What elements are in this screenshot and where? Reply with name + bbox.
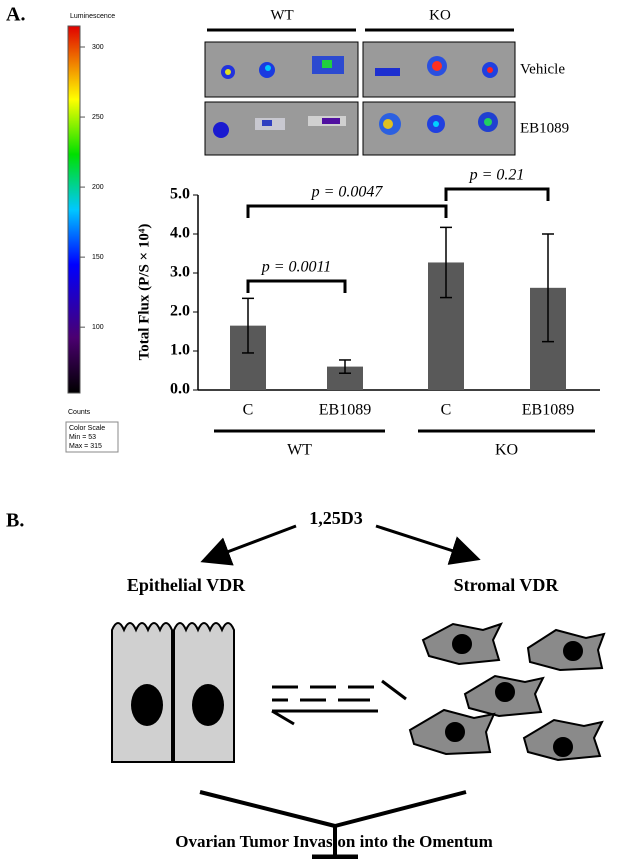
- colorbar-tick-label: 200: [92, 184, 104, 191]
- arrow: [375, 524, 481, 565]
- colorbar-min: Min = 53: [69, 434, 96, 441]
- error-bar: [542, 233, 554, 343]
- column-label: KO: [429, 7, 451, 23]
- outcome-label: Ovarian Tumor Invasion into the Omentum: [175, 832, 493, 851]
- significance-bracket: [246, 279, 347, 293]
- group-label: WT: [287, 442, 312, 459]
- node-label: Epithelial VDR: [127, 575, 246, 595]
- colorbar-scale-title: Color Scale: [69, 425, 105, 432]
- x-tick-label: EB1089: [522, 402, 574, 419]
- image-grid: [204, 41, 516, 156]
- row-label: EB1089: [520, 120, 569, 136]
- error-bar: [339, 359, 351, 374]
- colorbar-tick-label: 100: [92, 324, 104, 331]
- y-tick-label: 1.0: [170, 342, 190, 359]
- node-label: Stromal VDR: [454, 575, 560, 595]
- error-bar: [242, 297, 254, 354]
- colorbar: [67, 25, 81, 394]
- x-tick-label: C: [441, 402, 452, 419]
- bar: [327, 366, 363, 390]
- colorbar-unit: Counts: [68, 409, 91, 416]
- node-label: 1,25D3: [309, 508, 363, 528]
- column-label: WT: [270, 7, 293, 23]
- y-tick-label: 3.0: [170, 264, 190, 281]
- p-value: p = 0.0047: [311, 184, 384, 201]
- stromal-cells: [408, 622, 606, 762]
- error-bar: [440, 226, 452, 299]
- x-tick-label: C: [243, 402, 254, 419]
- y-tick-label: 4.0: [170, 225, 190, 242]
- colorbar-tick-label: 250: [92, 114, 104, 121]
- p-value: p = 0.0011: [261, 259, 332, 276]
- colorbar-title: Luminescence: [70, 13, 115, 20]
- x-tick-label: EB1089: [319, 402, 371, 419]
- p-value: p = 0.21: [469, 167, 525, 184]
- epithelial-cells: [111, 622, 235, 763]
- panel-label: A.: [6, 4, 25, 26]
- significance-bracket: [246, 204, 448, 218]
- row-label: Vehicle: [520, 61, 565, 77]
- y-tick-label: 5.0: [170, 186, 190, 203]
- colorbar-box: [65, 421, 119, 453]
- bar-chart: 0.0 1.0 2.0 3.0 4.0 5.0 C EB1089 C EB1089 WT KO p = …: [170, 167, 600, 459]
- significance-bracket: [444, 187, 550, 201]
- y-axis-label: Total Flux (P/S × 10⁴): [136, 224, 152, 361]
- y-tick-label: 2.0: [170, 303, 190, 320]
- colorbar-tick-label: 150: [92, 254, 104, 261]
- colorbar-tick-label: 300: [92, 44, 104, 51]
- panel-label: B.: [6, 510, 24, 532]
- arrow: [200, 524, 297, 566]
- crosstalk-arrows: [271, 679, 407, 726]
- y-tick-label: 0.0: [170, 381, 190, 398]
- colorbar-max: Max = 315: [69, 443, 102, 450]
- group-label: KO: [495, 442, 518, 459]
